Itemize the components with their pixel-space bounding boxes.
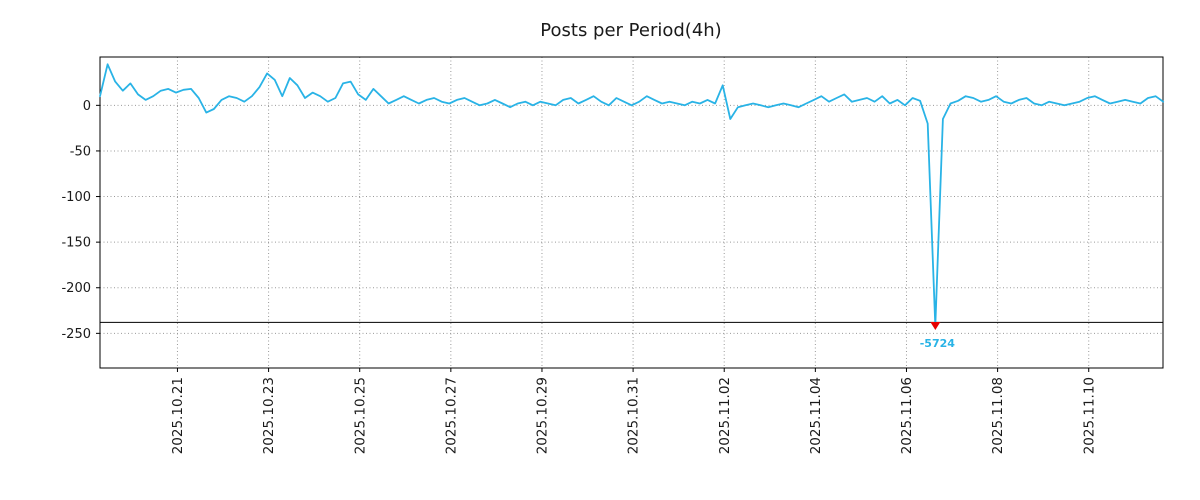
min-marker-icon: [930, 322, 941, 331]
x-tick-label: 2025.11.04: [808, 377, 824, 454]
x-tick-label: 2025.11.08: [990, 377, 1006, 454]
x-tick-label: 2025.11.02: [717, 377, 733, 454]
x-tick-label: 2025.10.23: [261, 377, 277, 454]
x-tick-label: 2025.10.29: [535, 377, 551, 454]
plot-area: 0 -50 -100 -150 -200 -250 2025.10.21 2025.10.23…: [61, 56, 1165, 454]
plot-frame: [99, 56, 1164, 369]
x-tick-label: 2025.10.21: [170, 377, 186, 454]
series-line: [99, 63, 1165, 327]
y-tick-label: -100: [61, 190, 91, 205]
min-value-label: -5724: [920, 337, 956, 350]
x-tick-label: 2025.10.27: [443, 377, 459, 454]
y-tick-label: -200: [61, 281, 91, 296]
x-tick-label: 2025.11.10: [1081, 377, 1097, 454]
x-tick-label: 2025.10.25: [352, 377, 368, 454]
y-tick-label: -150: [61, 236, 91, 251]
y-tick-label: 0: [83, 99, 91, 114]
y-tick-label: -250: [61, 327, 91, 342]
y-tick-label: -50: [70, 144, 91, 159]
x-tick-label: 2025.11.06: [899, 377, 915, 454]
chart-title: Posts per Period(4h): [540, 20, 721, 41]
x-tick-label: 2025.10.31: [626, 377, 642, 454]
